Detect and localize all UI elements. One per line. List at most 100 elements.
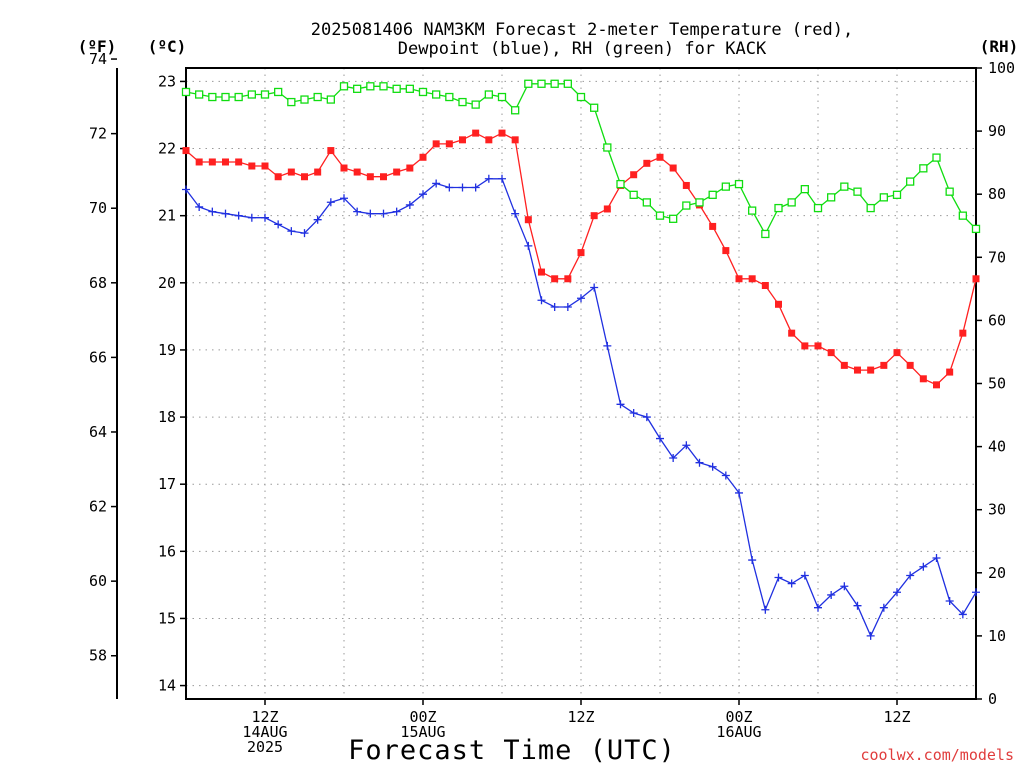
temperature-point	[419, 153, 427, 161]
rh-point	[695, 198, 704, 207]
dewpoint-point	[287, 227, 296, 236]
dewpoint-point	[195, 202, 204, 211]
rh-point	[932, 153, 941, 162]
rh-point	[827, 193, 836, 202]
dewpoint-point	[300, 229, 309, 238]
fahrenheit-tick-label: 58	[89, 647, 107, 665]
x-tick-label: 15AUG	[400, 723, 445, 741]
temperature-point	[906, 361, 914, 369]
dewpoint-point	[945, 596, 954, 605]
dewpoint-point	[695, 458, 704, 467]
dewpoint-point	[511, 209, 520, 218]
rh-tick-label: 90	[988, 122, 1006, 140]
rh-point	[603, 143, 612, 152]
celsius-tick-label: 19	[158, 341, 176, 359]
dewpoint-point	[932, 554, 941, 563]
temperature-point	[485, 136, 493, 144]
dewpoint-point	[682, 441, 691, 450]
grid-layer	[186, 68, 976, 699]
rh-point	[300, 95, 309, 104]
rh-point	[906, 177, 915, 186]
temperature-point	[261, 162, 269, 170]
dewpoint-point	[524, 241, 533, 250]
x-tick-label: 14AUG	[242, 723, 287, 741]
dewpoint-point	[550, 302, 559, 311]
temperature-point	[340, 164, 348, 172]
temperature-point	[590, 212, 598, 220]
dewpoint-point	[853, 601, 862, 610]
temperature-point	[551, 275, 559, 283]
rh-point	[445, 92, 454, 102]
temperature-point	[748, 275, 756, 283]
rh-point	[432, 90, 441, 99]
x-tick-label: 2025	[247, 738, 283, 756]
fahrenheit-tick-label: 70	[89, 199, 107, 217]
rh-point	[945, 187, 954, 196]
temperature-point	[801, 342, 809, 350]
rh-point	[892, 190, 902, 199]
rh-tick-label: 30	[988, 501, 1006, 519]
dewpoint-point	[800, 571, 809, 580]
rh-point	[181, 87, 191, 97]
dewpoint-point	[432, 179, 441, 188]
temperature-point	[854, 366, 861, 374]
temperature-point	[380, 173, 387, 181]
rh-point	[524, 79, 533, 88]
rh-tick-label: 100	[988, 59, 1015, 77]
dewpoint-point	[656, 434, 664, 443]
temperature-point	[511, 136, 519, 144]
dewpoint-point	[484, 174, 493, 183]
rh-point	[853, 187, 862, 196]
temperature-point	[459, 136, 466, 144]
temperature-point	[959, 329, 967, 337]
axes-layer: 14 15 16 17 18 19 20 21 22 23 58 60 62 64 66 68 70 72 74 0 1…	[89, 50, 1015, 708]
rh-point	[287, 97, 296, 107]
rh-point	[484, 90, 493, 99]
rh-point	[274, 87, 283, 97]
dewpoint-point	[919, 562, 928, 571]
rh-tick-label: 10	[988, 627, 1006, 645]
rh-point	[458, 97, 467, 107]
dewpoint-point	[182, 185, 190, 194]
rh-point	[879, 193, 888, 202]
celsius-tick-label: 20	[158, 274, 176, 292]
rh-point	[721, 182, 730, 191]
rh-point	[366, 82, 375, 91]
temperature-point	[538, 268, 545, 276]
dewpoint-point	[669, 454, 678, 463]
temperature-point	[248, 162, 256, 170]
temperature-point	[603, 205, 611, 213]
rh-point	[497, 92, 507, 102]
x-tick-label: 12Z	[883, 708, 910, 726]
temperature-point	[222, 158, 229, 166]
celsius-tick-label: 15	[158, 609, 176, 627]
dewpoint-point	[221, 209, 230, 218]
dewpoint-point	[379, 209, 388, 218]
dewpoint-point	[787, 579, 796, 588]
x-tick-label: 12Z	[567, 708, 594, 726]
rh-point	[682, 201, 691, 210]
celsius-tick-label: 14	[158, 677, 176, 695]
temperature-point	[274, 173, 282, 181]
dewpoint-point	[261, 213, 269, 222]
dewpoint-point	[392, 207, 401, 216]
rh-point	[576, 92, 586, 102]
celsius-tick-label: 23	[158, 72, 176, 90]
rh-point	[958, 211, 967, 220]
rh-point	[353, 84, 362, 93]
rh-point	[761, 229, 770, 239]
dewpoint-point	[340, 194, 348, 203]
dewpoint-point	[326, 198, 335, 207]
dewpoint-point	[616, 400, 625, 409]
celsius-tick-label: 17	[158, 475, 176, 493]
rh-point	[655, 211, 665, 220]
rh-tick-label: 0	[988, 690, 997, 708]
rh-point	[813, 203, 823, 213]
temperature-point	[445, 140, 453, 148]
celsius-tick-label: 22	[158, 140, 176, 158]
dewpoint-point	[498, 174, 506, 183]
temperature-point	[893, 349, 901, 357]
temperature-point	[287, 168, 295, 176]
fahrenheit-tick-label: 62	[89, 498, 107, 516]
